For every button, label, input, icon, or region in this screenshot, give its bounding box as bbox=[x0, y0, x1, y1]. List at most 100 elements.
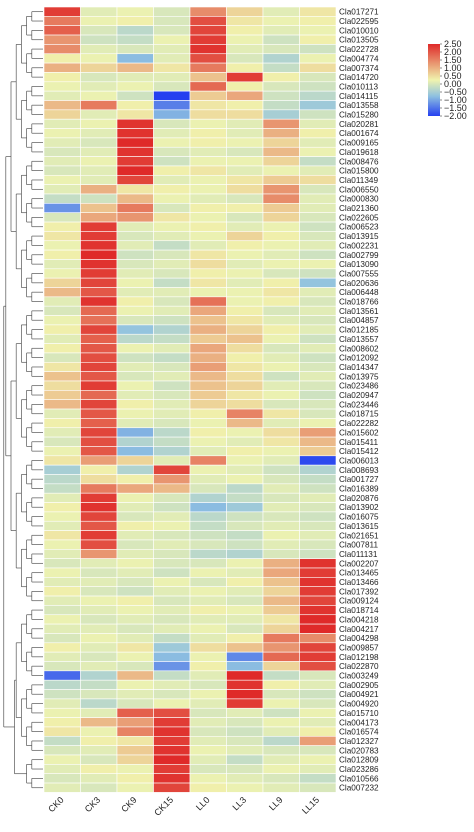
heatmap-cell bbox=[299, 62, 337, 73]
heatmap-cell bbox=[153, 34, 191, 45]
heatmap-cell bbox=[226, 118, 264, 129]
heatmap-cell bbox=[116, 764, 154, 774]
heatmap-cell bbox=[153, 446, 191, 457]
colorbar-tick-label: −1.00 bbox=[444, 95, 467, 105]
heatmap-cell bbox=[116, 175, 154, 185]
row-label: Cla007232 bbox=[339, 784, 379, 793]
heatmap-cell bbox=[153, 287, 191, 298]
row-label: Cla011349 bbox=[339, 176, 378, 185]
heatmap-cell bbox=[43, 231, 81, 242]
heatmap-cell bbox=[43, 380, 81, 391]
heatmap-cell bbox=[262, 62, 300, 73]
heatmap-cell bbox=[299, 296, 337, 307]
heatmap-cell bbox=[43, 773, 81, 784]
row-label: Cla015800 bbox=[339, 167, 379, 176]
heatmap-cell bbox=[226, 62, 264, 73]
heatmap-cell bbox=[80, 90, 118, 101]
heatmap-cell bbox=[116, 511, 154, 522]
heatmap-cell bbox=[299, 249, 337, 260]
heatmap-cell bbox=[262, 296, 300, 307]
row-label: Cla022605 bbox=[339, 213, 379, 222]
heatmap-cell bbox=[189, 483, 227, 494]
heatmap-cell bbox=[262, 231, 300, 242]
heatmap-cell bbox=[262, 380, 300, 391]
heatmap-cell bbox=[43, 605, 81, 616]
heatmap-cell bbox=[262, 352, 300, 363]
heatmap-cell bbox=[299, 530, 337, 541]
heatmap-cell bbox=[299, 726, 337, 737]
heatmap-cell bbox=[189, 726, 227, 737]
heatmap-cell bbox=[299, 773, 337, 784]
heatmap-cell bbox=[153, 221, 191, 232]
heatmap-cell bbox=[226, 371, 264, 382]
heatmap-cell bbox=[262, 492, 300, 503]
heatmap-cell bbox=[189, 72, 227, 83]
heatmap-cell bbox=[262, 539, 300, 550]
heatmap-cell bbox=[226, 165, 264, 176]
heatmap-cell bbox=[43, 268, 81, 279]
heatmap-cell bbox=[116, 399, 154, 410]
heatmap-cell bbox=[80, 324, 118, 335]
heatmap-cell bbox=[226, 53, 264, 64]
heatmap-cell bbox=[226, 735, 264, 746]
row-label: Cla010010 bbox=[339, 26, 379, 35]
heatmap-cell bbox=[43, 408, 81, 419]
heatmap-cell bbox=[299, 492, 337, 503]
heatmap-cell bbox=[43, 455, 81, 466]
heatmap-cell bbox=[226, 539, 264, 550]
heatmap-cell bbox=[299, 390, 337, 401]
heatmap-cell bbox=[43, 651, 81, 662]
heatmap-cell bbox=[116, 446, 154, 457]
heatmap-cell bbox=[116, 90, 154, 101]
heatmap-cell bbox=[80, 614, 118, 625]
row-label: Cla016075 bbox=[339, 513, 379, 522]
heatmap-cell bbox=[262, 44, 300, 55]
heatmap-cell bbox=[43, 287, 81, 298]
row-label: Cla012809 bbox=[339, 756, 379, 765]
heatmap-cell bbox=[43, 399, 81, 410]
heatmap-cell bbox=[153, 595, 191, 606]
heatmap-cell bbox=[43, 184, 81, 195]
heatmap-cell bbox=[116, 651, 154, 662]
heatmap-cell bbox=[299, 511, 337, 522]
heatmap-cell bbox=[299, 137, 337, 148]
heatmap-cell bbox=[116, 408, 154, 419]
row-label: Cla022282 bbox=[339, 419, 379, 428]
heatmap-cell bbox=[226, 221, 264, 232]
heatmap-cell bbox=[262, 577, 300, 587]
heatmap-cell bbox=[226, 287, 264, 298]
colorbar-tick-label: 2.50 bbox=[444, 39, 462, 49]
row-label: Cla003249 bbox=[339, 672, 379, 681]
heatmap-cell bbox=[189, 689, 227, 700]
heatmap-cell bbox=[80, 34, 118, 45]
row-label: Cla008693 bbox=[339, 466, 379, 475]
colorbar-tick-label: 1.50 bbox=[444, 55, 462, 65]
heatmap-cell bbox=[189, 623, 227, 634]
colorbar-tick-label: −0.50 bbox=[444, 87, 467, 97]
heatmap-cell bbox=[262, 427, 300, 438]
row-label: Cla000830 bbox=[339, 195, 379, 204]
row-label: Cla004921 bbox=[339, 690, 379, 699]
heatmap-cell bbox=[80, 184, 118, 195]
heatmap-cell bbox=[116, 371, 154, 382]
row-label: Cla013915 bbox=[339, 232, 379, 241]
heatmap-cell bbox=[189, 6, 227, 17]
heatmap-cell bbox=[153, 53, 191, 64]
heatmap-cell bbox=[116, 633, 154, 644]
heatmap-cell bbox=[262, 81, 300, 92]
heatmap-cell bbox=[116, 726, 154, 737]
heatmap-cell bbox=[80, 764, 118, 774]
heatmap-cell bbox=[226, 231, 264, 242]
heatmap-cell bbox=[116, 577, 154, 587]
heatmap-cell bbox=[299, 287, 337, 298]
heatmap-cell bbox=[262, 333, 300, 344]
heatmap-cell bbox=[153, 352, 191, 363]
row-label: Cla011131 bbox=[339, 550, 378, 559]
heatmap-cell bbox=[43, 745, 81, 756]
heatmap-cell bbox=[153, 333, 191, 344]
heatmap-cell bbox=[43, 6, 81, 17]
heatmap-cell bbox=[299, 446, 337, 457]
row-label: Cla015280 bbox=[339, 111, 379, 120]
heatmap-cell bbox=[189, 324, 227, 335]
heatmap-cell bbox=[226, 175, 264, 185]
